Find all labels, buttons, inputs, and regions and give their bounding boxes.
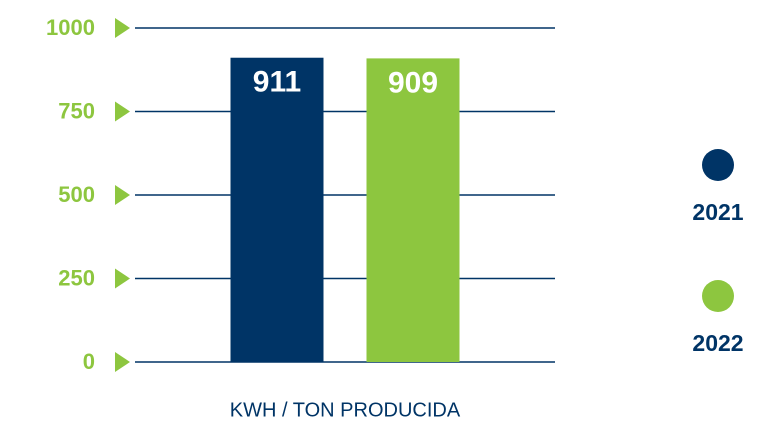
tick-arrow [115,18,130,38]
tick-arrow [115,352,130,372]
y-tick-label: 0 [83,349,95,374]
bar [366,58,460,362]
tick-arrow [115,101,130,122]
x-tick-label: KWH / TON PRODUCIDA [230,399,461,421]
tick-arrow [115,185,130,205]
y-tick-label: 1000 [46,15,95,40]
y-tick-label: 750 [58,98,95,123]
tick-arrow [115,268,130,289]
legend-label: 2022 [692,330,743,356]
data-label: 909 [388,66,438,99]
legend-marker [702,280,734,312]
legend-label: 2021 [692,199,743,225]
y-tick-label: 500 [58,182,95,207]
bar [230,57,324,362]
y-tick-label: 250 [58,265,95,290]
data-label: 911 [253,66,301,99]
legend-marker [702,149,734,181]
